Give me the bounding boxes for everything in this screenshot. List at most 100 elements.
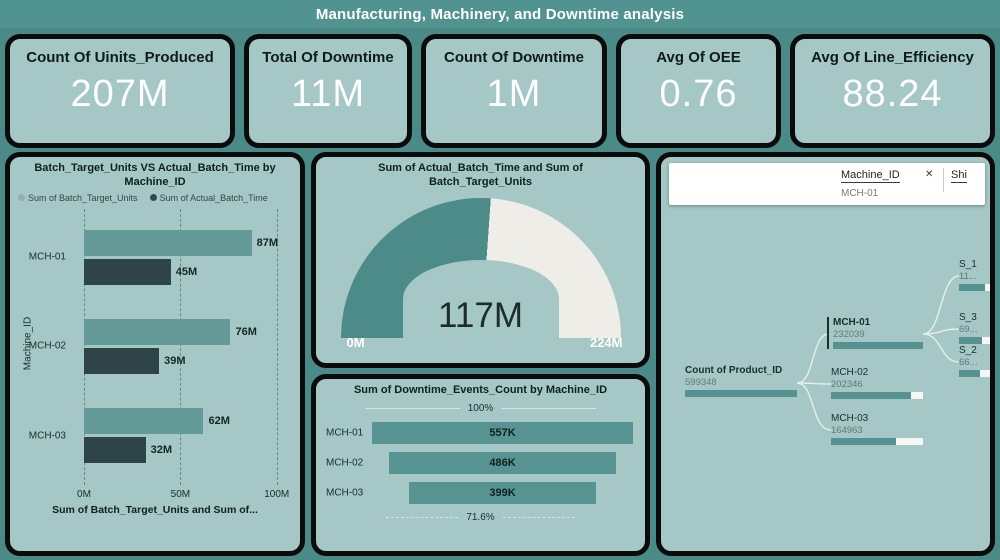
bar-actual-time[interactable]: [84, 258, 171, 285]
funnel-top-percent: 100%: [467, 402, 494, 414]
tree-node-mch-03[interactable]: MCH-03 164963: [831, 413, 923, 445]
x-axis-title: Sum of Batch_Target_Units and Sum of...: [52, 503, 258, 516]
gridline: [84, 208, 85, 485]
funnel-panel: Sum of Downtime_Events_Count by Machine_…: [311, 374, 650, 556]
funnel-guide-line: [501, 407, 597, 409]
x-tick-label: 0M: [77, 488, 91, 500]
tree-node-bar: [959, 337, 990, 344]
kpi-label: Total Of Downtime: [262, 49, 394, 66]
funnel-value-label: 486K: [489, 456, 516, 469]
tree-node-value: 69...: [959, 324, 978, 335]
tree-node-name: MCH-02: [831, 367, 869, 378]
tree-node-root[interactable]: Count of Product_ID 599348: [685, 365, 797, 397]
y-axis-category-label: MCH-02: [28, 340, 66, 352]
funnel-row-mch-01: MCH-01 557K: [326, 421, 633, 444]
gauge-max-label: 224M: [589, 334, 623, 350]
funnel-value-label: 399K: [489, 486, 516, 499]
funnel-guide-line: [364, 407, 460, 409]
tree-node-name: Count of Product_ID: [685, 365, 783, 376]
legend-label: Sum of Batch_Target_Units: [28, 192, 138, 203]
tree-node-s3[interactable]: S_3 69...: [959, 312, 990, 344]
tree-node-value: 164963: [831, 425, 863, 436]
kpi-card-units-produced[interactable]: Count Of Uinits_Produced 207M: [5, 34, 235, 148]
gridline: [276, 208, 278, 485]
tree-node-bar: [833, 342, 923, 349]
funnel-bar[interactable]: 399K: [409, 481, 596, 504]
gauge-min-label: 0M: [346, 334, 365, 350]
bar-group-mch-03: MCH-03 62M 32M: [29, 408, 296, 464]
breadcrumb-selected-value: MCH-01: [841, 188, 879, 199]
tree-node-name: S_2: [959, 345, 977, 356]
gauge-value: 117M: [438, 295, 523, 335]
funnel-row-mch-02: MCH-02 486K: [326, 451, 633, 474]
breadcrumb-divider: [943, 168, 944, 192]
tree-node-value: 66...: [959, 357, 978, 368]
legend-item-target-units[interactable]: Sum of Batch_Target_Units: [18, 193, 138, 203]
tree-node-mch-01[interactable]: MCH-01 232039: [827, 317, 923, 349]
bar-actual-time[interactable]: [84, 347, 160, 374]
bar-target-units[interactable]: [84, 229, 252, 256]
gauge[interactable]: 117M 0M 224M: [331, 197, 631, 350]
funnel-bottom-percent: 71.6%: [466, 511, 495, 523]
legend-item-actual-time[interactable]: Sum of Actual_Batch_Time: [149, 193, 268, 203]
tree-node-bar: [959, 370, 990, 377]
tree-node-value: 232039: [833, 329, 865, 340]
funnel-value-label: 557K: [489, 426, 516, 439]
funnel-title: Sum of Downtime_Events_Count by Machine_…: [353, 384, 608, 396]
tree-node-bar: [959, 284, 990, 291]
tree-node-value: 599348: [685, 377, 717, 388]
funnel-bar[interactable]: 557K: [372, 421, 633, 444]
gauge-inner-hole: [402, 259, 559, 338]
tree-node-s2[interactable]: S_2 66...: [959, 345, 990, 377]
bar-group-mch-01: MCH-01 87M 45M: [29, 229, 296, 285]
gauge-panel: Sum of Actual_Batch_Time and Sum of Batc…: [311, 152, 650, 368]
x-tick-label: 100M: [264, 488, 290, 500]
remove-field-icon[interactable]: ✕: [925, 169, 934, 180]
dashboard-title: Manufacturing, Machinery, and Downtime a…: [315, 5, 685, 23]
breadcrumb-field-machine-id[interactable]: Machine_ID: [841, 169, 900, 183]
bar-actual-time[interactable]: [84, 437, 146, 464]
kpi-value: 88.24: [842, 73, 943, 115]
funnel-bar[interactable]: 486K: [388, 451, 617, 474]
funnel-category-label: MCH-03: [326, 487, 364, 499]
tree-node-s1[interactable]: S_1 11...: [959, 259, 990, 291]
y-axis-category-label: MCH-03: [28, 430, 66, 442]
bar-value-label: 39M: [164, 354, 186, 367]
kpi-value: 0.76: [659, 73, 738, 115]
kpi-label: Count Of Uinits_Produced: [26, 49, 214, 66]
breadcrumb-field-next[interactable]: Shi: [951, 169, 967, 183]
kpi-card-avg-oee[interactable]: Avg Of OEE 0.76: [616, 34, 781, 148]
kpi-card-line-efficiency[interactable]: Avg Of Line_Efficiency 88.24: [790, 34, 995, 148]
kpi-label: Avg Of Line_Efficiency: [811, 49, 974, 66]
legend-swatch-icon: [149, 194, 157, 201]
tree-breadcrumb-bar: Machine_ID ✕ Shi MCH-01: [669, 163, 985, 205]
bar-group-mch-02: MCH-02 76M 39M: [29, 318, 296, 374]
bar-value-label: 45M: [175, 265, 198, 278]
tree-node-mch-02[interactable]: MCH-02 202346: [831, 367, 923, 399]
tree-node-name: S_3: [959, 312, 977, 323]
tree-node-bar: [831, 438, 923, 445]
kpi-card-total-downtime[interactable]: Total Of Downtime 11M: [244, 34, 412, 148]
bar-value-label: 32M: [150, 444, 173, 457]
y-axis-category-label: MCH-01: [28, 251, 66, 263]
bar-value-label: 76M: [235, 325, 257, 338]
kpi-card-count-downtime[interactable]: Count Of Downtime 1M: [421, 34, 607, 148]
tree-node-value: 202346: [831, 379, 863, 390]
decomposition-tree-panel: Machine_ID ✕ Shi MCH-01 Count of Product…: [656, 152, 995, 556]
funnel-guide-line: [386, 516, 459, 518]
kpi-label: Count Of Downtime: [444, 49, 584, 66]
bar-target-units[interactable]: [84, 318, 231, 345]
funnel-top-percent-row: 100%: [316, 403, 645, 414]
bar-chart-title: Batch_Target_Units VS Actual_Batch_Time …: [34, 162, 276, 188]
kpi-value: 207M: [70, 73, 170, 115]
bar-target-units[interactable]: [84, 408, 204, 435]
bar-chart-legend: Sum of Batch_Target_Units Sum of Actual_…: [18, 193, 294, 203]
bar-chart-plot-area: MCH-01 87M 45M MCH-02 76M 39M: [29, 208, 296, 485]
tree-connector-lines: [796, 275, 960, 431]
funnel-category-label: MCH-01: [326, 427, 364, 439]
kpi-value: 1M: [486, 73, 542, 115]
tree-node-bar: [831, 392, 923, 399]
funnel-row-mch-03: MCH-03 399K: [326, 481, 633, 504]
tree-node-name: S_1: [959, 259, 977, 270]
kpi-label: Avg Of OEE: [656, 49, 741, 66]
